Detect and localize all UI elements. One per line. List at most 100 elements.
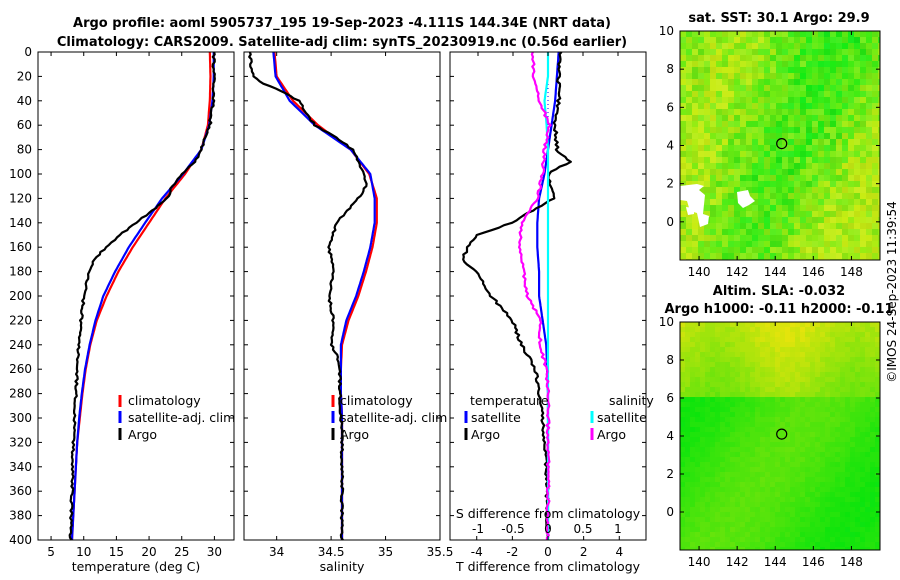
map-cell: [840, 327, 845, 332]
map-cell: [842, 217, 848, 223]
map-cell: [728, 235, 734, 241]
map-cell: [815, 357, 820, 362]
map-cell: [728, 109, 734, 115]
map-cell: [810, 512, 815, 517]
map-cell: [730, 517, 735, 522]
map-cell: [818, 253, 824, 259]
map-cell: [824, 139, 830, 145]
map-cell: [698, 229, 704, 235]
map-cell: [854, 205, 860, 211]
map-cell: [795, 502, 800, 507]
map-cell: [780, 377, 785, 382]
x-tick-label: 34.5: [318, 545, 345, 559]
map-cell: [800, 145, 806, 151]
map-cell: [824, 211, 830, 217]
map-cell: [824, 49, 830, 55]
map-cell: [755, 377, 760, 382]
map-cell: [716, 175, 722, 181]
map-cell: [840, 342, 845, 347]
map-cell: [865, 402, 870, 407]
map-cell: [715, 527, 720, 532]
map-cell: [692, 157, 698, 163]
map-cell: [820, 512, 825, 517]
map-cell: [824, 115, 830, 121]
map-cell: [764, 109, 770, 115]
map-cell: [794, 229, 800, 235]
map-cell: [705, 507, 710, 512]
map-cell: [806, 151, 812, 157]
map-cell: [685, 402, 690, 407]
map-cell: [875, 492, 880, 497]
map-cell: [854, 109, 860, 115]
map-cell: [800, 487, 805, 492]
map-cell: [734, 37, 740, 43]
map-cell: [800, 507, 805, 512]
map-cell: [776, 253, 782, 259]
map-cell: [848, 145, 854, 151]
map-cell: [692, 169, 698, 175]
map-cell: [776, 217, 782, 223]
map-cell: [780, 457, 785, 462]
map-cell: [770, 427, 775, 432]
map-cell: [770, 217, 776, 223]
map-y-tick-label: 4: [666, 139, 674, 153]
map-cell: [790, 512, 795, 517]
map-cell: [764, 157, 770, 163]
map-cell: [866, 67, 872, 73]
map-cell: [770, 67, 776, 73]
map-y-tick-label: 0: [666, 215, 674, 229]
map-cell: [810, 507, 815, 512]
map-cell: [805, 497, 810, 502]
map-cell: [690, 362, 695, 367]
map-cell: [806, 115, 812, 121]
map-cell: [716, 247, 722, 253]
map-cell: [765, 522, 770, 527]
map-cell: [725, 407, 730, 412]
map-cell: [818, 229, 824, 235]
map-cell: [790, 397, 795, 402]
map-cell: [740, 67, 746, 73]
map-cell: [794, 187, 800, 193]
map-cell: [775, 347, 780, 352]
map-cell: [780, 422, 785, 427]
map-cell: [800, 217, 806, 223]
map-cell: [794, 175, 800, 181]
map-cell: [870, 402, 875, 407]
map-cell: [790, 447, 795, 452]
map-cell: [710, 211, 716, 217]
map-cell: [740, 85, 746, 91]
map-cell: [695, 512, 700, 517]
map-cell: [800, 347, 805, 352]
map-cell: [782, 139, 788, 145]
map-cell: [875, 437, 880, 442]
map-cell: [765, 462, 770, 467]
map-cell: [805, 467, 810, 472]
map-cell: [830, 412, 835, 417]
map-cell: [755, 417, 760, 422]
map-cell: [845, 532, 850, 537]
map-cell: [824, 187, 830, 193]
map-cell: [746, 67, 752, 73]
map-cell: [866, 211, 872, 217]
difference-lines: [462, 51, 572, 541]
map-cell: [740, 253, 746, 259]
map-cell: [720, 532, 725, 537]
map-cell: [875, 532, 880, 537]
map-cell: [750, 457, 755, 462]
map-cell: [794, 223, 800, 229]
map-cell: [750, 527, 755, 532]
map-cell: [690, 352, 695, 357]
map-cell: [775, 502, 780, 507]
map-cell: [746, 133, 752, 139]
map-cell: [740, 437, 745, 442]
map-cell: [830, 472, 835, 477]
map-cell: [840, 387, 845, 392]
map-cell: [840, 482, 845, 487]
map-cell: [800, 467, 805, 472]
map-cell: [745, 377, 750, 382]
map-cell: [810, 482, 815, 487]
map-cell: [746, 61, 752, 67]
map-cell: [770, 91, 776, 97]
map-cell: [680, 462, 685, 467]
